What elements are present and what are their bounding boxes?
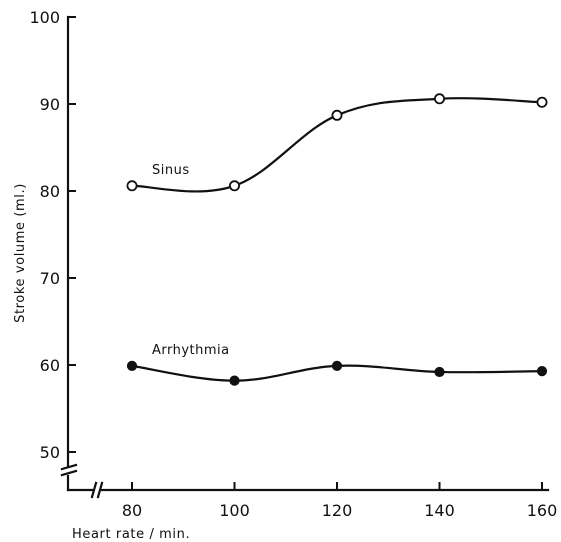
- open-circle-point: [228, 180, 240, 192]
- open-circle-point: [536, 96, 548, 108]
- series-label: Sinus: [152, 163, 190, 178]
- x-tick-label: 160: [527, 501, 558, 520]
- y-tick-label: 100: [29, 8, 60, 27]
- open-circle-point: [433, 93, 445, 105]
- y-axis-break-mark: [60, 463, 78, 471]
- y-tick-label: 60: [40, 356, 60, 375]
- open-circle-point: [126, 180, 138, 192]
- y-tick-label: 90: [40, 95, 60, 114]
- ticks: 50 60 70 80 90 100 80 100 120 140 160: [29, 8, 557, 520]
- y-axis-break-mark: [60, 469, 78, 477]
- x-tick-label: 100: [219, 501, 250, 520]
- labels: Heart rate / min. Stroke volume (ml.) Sinu…: [13, 163, 230, 542]
- y-tick-label: 70: [40, 269, 60, 288]
- y-axis-title: Stroke volume (ml.): [13, 183, 28, 323]
- axes: [60, 15, 550, 499]
- y-tick-label: 80: [40, 182, 60, 201]
- filled-circle-point: [126, 360, 138, 371]
- filled-circle-point: [434, 366, 445, 378]
- open-circle-point: [331, 109, 343, 121]
- x-tick-label: 80: [122, 501, 142, 520]
- y-tick-label: 50: [40, 443, 60, 462]
- series-label: Arrhythmia: [152, 343, 230, 358]
- series-curves: [131, 97, 543, 382]
- x-axis-title: Heart rate / min.: [72, 527, 190, 542]
- filled-circle-point: [229, 375, 240, 386]
- x-axis-break-mark: [90, 481, 98, 499]
- series-markers: [126, 93, 548, 386]
- x-tick-label: 120: [322, 501, 353, 520]
- filled-circle-point: [536, 365, 548, 377]
- filled-circle-point: [331, 360, 343, 371]
- x-tick-label: 140: [424, 501, 455, 520]
- x-axis-break-mark: [96, 481, 104, 499]
